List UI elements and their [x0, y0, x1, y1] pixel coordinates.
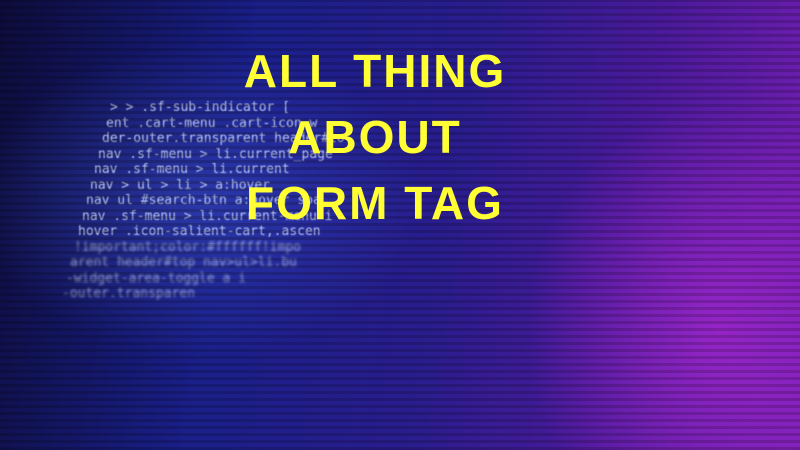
title-line: ALL THING	[243, 45, 507, 97]
code-line: nav .sf-menu > li.current_page	[98, 146, 333, 162]
code-line: -widget-area-toggle a i	[66, 270, 247, 286]
code-line: ent .cart-menu .cart-icon-w	[106, 115, 318, 131]
code-line: nav .sf-menu > li.current	[94, 162, 290, 177]
title: ALL THING ABOUT FORM TAG	[175, 38, 575, 236]
code-line: der-outer.transparent header#to	[102, 131, 345, 146]
code-line: -outer.transparen	[62, 286, 196, 301]
code-line: nav > ul > li > a:hover	[90, 177, 271, 193]
background-code: > > .sf-sub-indicator [ent .cart-menu .c…	[60, 100, 345, 302]
title-line: ABOUT	[288, 111, 462, 163]
code-line: > > .sf-sub-indicator [	[110, 100, 291, 115]
code-line: arent header#top nav>ul>li.bu	[70, 255, 297, 270]
title-line: FORM TAG	[246, 177, 504, 229]
code-line: hover .icon-salient-cart,.ascen	[78, 224, 321, 239]
code-line: nav ul #search-btn a:hover spa	[86, 193, 321, 208]
code-line: nav .sf-menu > li.current-menu-i	[82, 208, 333, 224]
code-line: !important;color:#ffffff!impo	[74, 239, 301, 255]
